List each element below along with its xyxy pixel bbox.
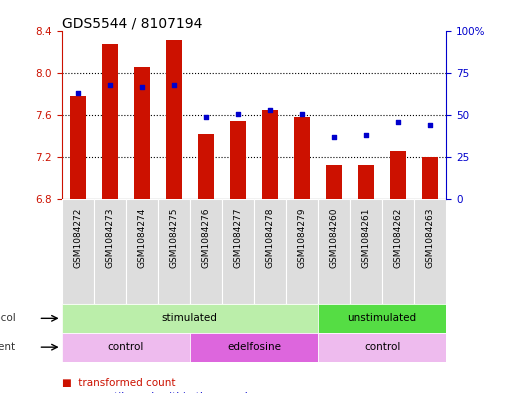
FancyBboxPatch shape — [222, 199, 254, 304]
FancyBboxPatch shape — [62, 333, 190, 362]
Point — [73, 90, 82, 97]
Text: GSM1084262: GSM1084262 — [393, 208, 403, 268]
Bar — [102, 44, 117, 199]
FancyBboxPatch shape — [62, 304, 318, 333]
Text: GSM1084261: GSM1084261 — [362, 208, 371, 268]
FancyBboxPatch shape — [254, 199, 286, 304]
FancyBboxPatch shape — [350, 199, 382, 304]
Text: GSM1084274: GSM1084274 — [137, 208, 146, 268]
Point — [330, 134, 338, 140]
Point — [202, 114, 210, 120]
FancyBboxPatch shape — [190, 333, 318, 362]
Bar — [198, 134, 214, 199]
Text: unstimulated: unstimulated — [348, 313, 417, 323]
FancyBboxPatch shape — [415, 199, 446, 304]
FancyBboxPatch shape — [286, 199, 318, 304]
Point — [137, 84, 146, 90]
Text: protocol: protocol — [0, 313, 15, 323]
FancyBboxPatch shape — [93, 199, 126, 304]
Text: ■  transformed count: ■ transformed count — [62, 378, 175, 388]
FancyBboxPatch shape — [318, 304, 446, 333]
Text: GSM1084260: GSM1084260 — [329, 208, 339, 268]
Text: control: control — [108, 342, 144, 352]
Text: ■  percentile rank within the sample: ■ percentile rank within the sample — [62, 392, 254, 393]
Text: control: control — [364, 342, 400, 352]
Point — [394, 119, 402, 125]
FancyBboxPatch shape — [318, 333, 446, 362]
Text: GSM1084263: GSM1084263 — [426, 208, 435, 268]
Bar — [326, 165, 342, 199]
Bar — [294, 118, 310, 199]
Bar — [390, 151, 406, 199]
Bar — [230, 121, 246, 199]
FancyBboxPatch shape — [190, 199, 222, 304]
Point — [298, 110, 306, 117]
Bar — [422, 157, 438, 199]
Point — [234, 110, 242, 117]
Bar — [70, 96, 86, 199]
Text: stimulated: stimulated — [162, 313, 218, 323]
Point — [106, 82, 114, 88]
Bar — [166, 40, 182, 199]
Bar — [358, 165, 374, 199]
Text: GSM1084279: GSM1084279 — [298, 208, 307, 268]
Text: GDS5544 / 8107194: GDS5544 / 8107194 — [62, 16, 202, 30]
Text: GSM1084276: GSM1084276 — [201, 208, 210, 268]
Text: GSM1084275: GSM1084275 — [169, 208, 179, 268]
FancyBboxPatch shape — [62, 199, 93, 304]
Text: GSM1084273: GSM1084273 — [105, 208, 114, 268]
FancyBboxPatch shape — [318, 199, 350, 304]
Text: GSM1084277: GSM1084277 — [233, 208, 243, 268]
Text: edelfosine: edelfosine — [227, 342, 281, 352]
Bar — [262, 110, 278, 199]
FancyBboxPatch shape — [126, 199, 158, 304]
Text: agent: agent — [0, 342, 15, 352]
Text: GSM1084272: GSM1084272 — [73, 208, 82, 268]
Point — [266, 107, 274, 114]
Point — [362, 132, 370, 139]
Point — [170, 82, 178, 88]
FancyBboxPatch shape — [158, 199, 190, 304]
Text: GSM1084278: GSM1084278 — [265, 208, 274, 268]
Bar — [134, 67, 150, 199]
Point — [426, 122, 435, 129]
FancyBboxPatch shape — [382, 199, 415, 304]
